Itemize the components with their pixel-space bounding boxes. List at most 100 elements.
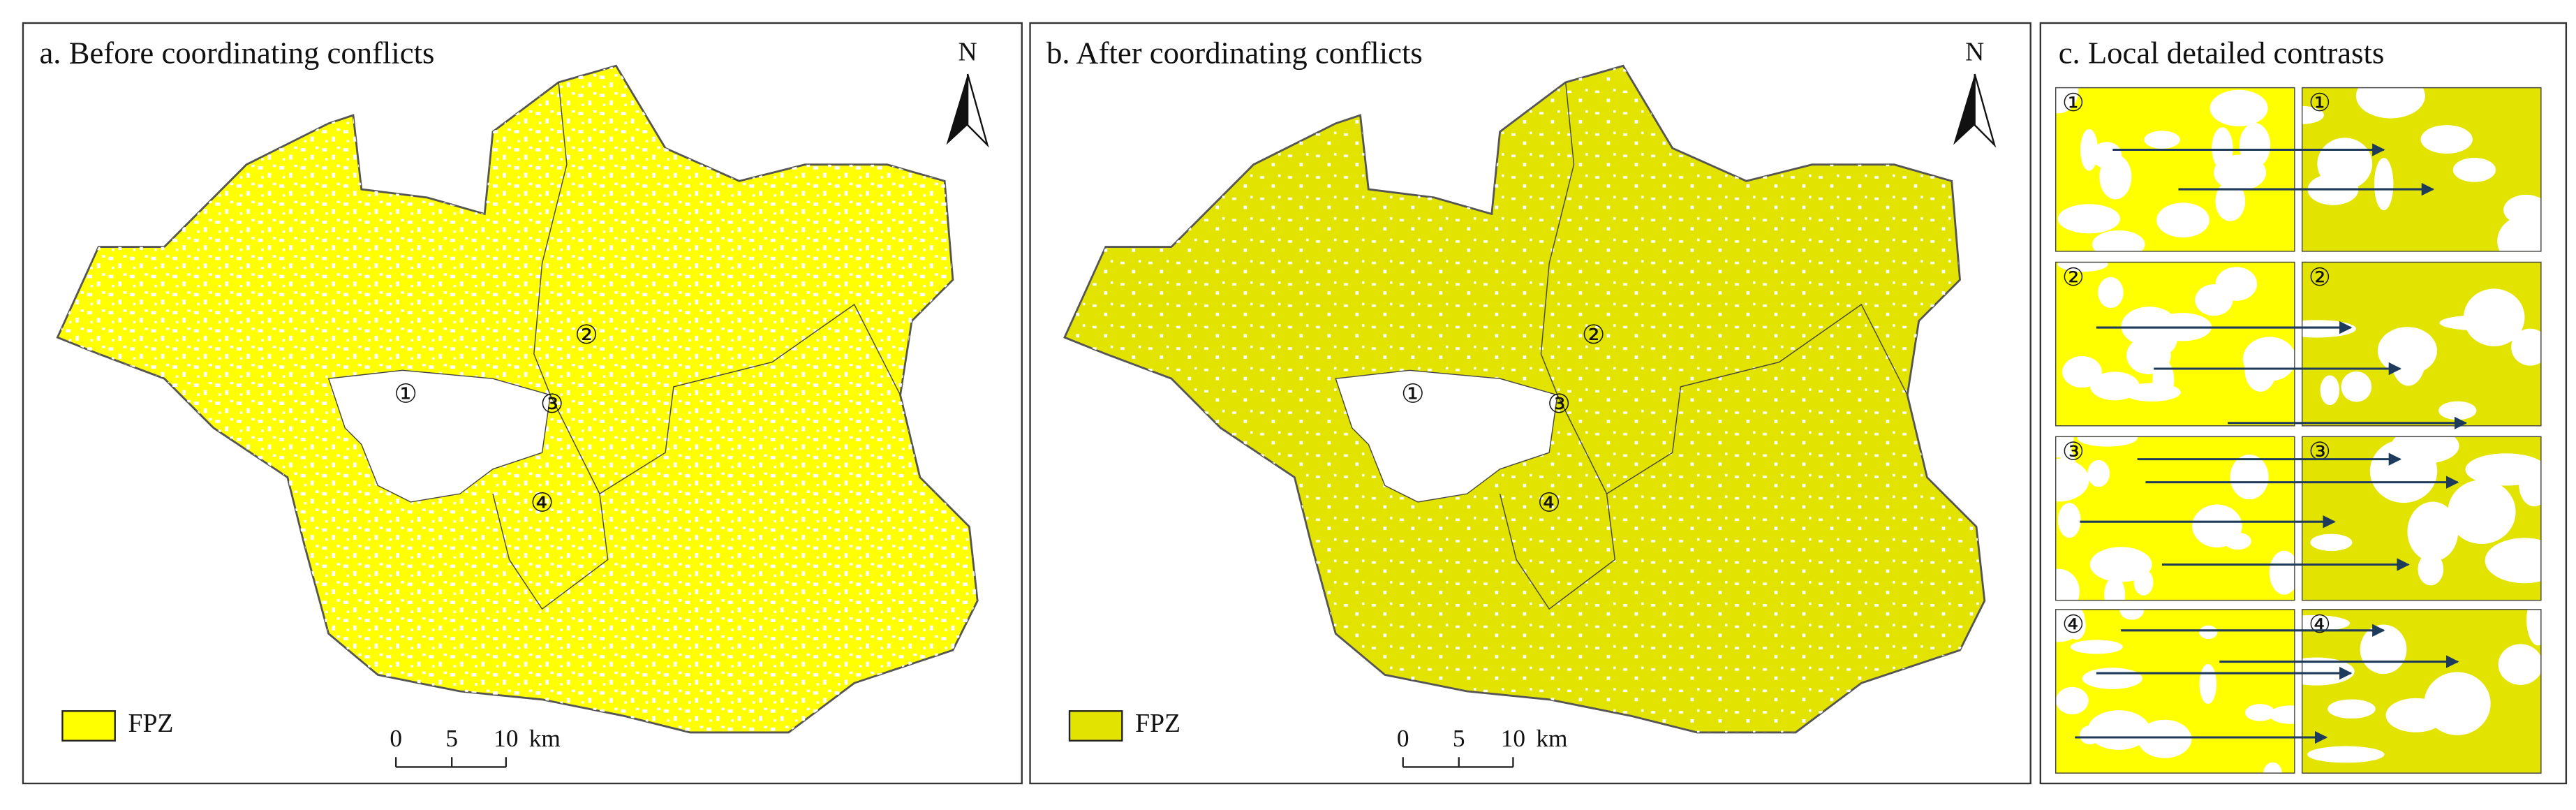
detail-gap <box>2077 436 2138 447</box>
detail-gap <box>2144 131 2180 149</box>
detail-gap <box>2123 383 2181 402</box>
detail-gap <box>2526 609 2542 646</box>
detail-label: ④ <box>2309 611 2331 638</box>
detail-gap <box>2138 719 2192 758</box>
north-label: N <box>1965 37 1984 66</box>
detail-gap <box>2062 356 2102 388</box>
detail-gap <box>2269 705 2295 724</box>
detail-gap <box>2215 181 2246 221</box>
detail-gap <box>2087 459 2110 487</box>
detail-gap <box>2092 142 2122 169</box>
detail-map <box>2055 436 2295 601</box>
detail-gap <box>2057 204 2121 234</box>
detail-gap <box>2307 746 2385 763</box>
district-boundary <box>1499 395 1616 610</box>
detail-gap <box>2087 710 2150 750</box>
detail-gap <box>2209 89 2268 126</box>
detail-gap <box>2055 87 2079 114</box>
detail-label: ② <box>2062 264 2085 291</box>
scale-label: 0 <box>1397 725 1409 752</box>
detail-gap <box>2439 315 2517 331</box>
detail-gap <box>2377 327 2437 375</box>
area-marker: ④ <box>531 488 554 517</box>
detail-map <box>2055 87 2295 252</box>
district-boundary <box>599 304 901 494</box>
detail-gap <box>2119 609 2145 620</box>
detail-gap <box>2055 436 2074 458</box>
detail-gap <box>2374 158 2394 211</box>
detail-gap <box>2327 699 2376 719</box>
detail-gap <box>2452 157 2496 182</box>
panel-title: b. After coordinating conflicts <box>1046 35 1423 70</box>
detail-gap <box>2301 105 2324 124</box>
detail-gap <box>2070 640 2123 654</box>
detail-gap <box>2438 401 2477 420</box>
detail-gap <box>2301 614 2351 632</box>
area-marker: ② <box>1582 321 1606 350</box>
scale-unit: km <box>1536 725 1567 752</box>
detail-label: ② <box>2309 264 2331 291</box>
panel-title: a. Before coordinating conflicts <box>39 35 434 70</box>
detail-fill <box>2301 609 2542 774</box>
detail-gap <box>2355 87 2425 119</box>
detail-gap <box>2407 501 2459 561</box>
detail-gap <box>2057 261 2108 272</box>
detail-gap <box>2055 568 2080 601</box>
scale-label: 5 <box>445 725 458 752</box>
district-boundary <box>533 82 568 395</box>
detail-gap <box>2230 454 2269 500</box>
detail-gap <box>2320 375 2340 406</box>
detail-gap <box>2244 348 2277 392</box>
district-boundary <box>492 395 609 610</box>
detail-gap <box>2360 624 2407 675</box>
detail-gap <box>2199 663 2217 705</box>
area-marker: ① <box>394 380 417 409</box>
detail-gap <box>2498 644 2542 685</box>
detail-gap <box>2059 448 2076 488</box>
detail-gap <box>2079 726 2101 745</box>
detail-gap <box>2055 609 2085 642</box>
detail-gap <box>2089 547 2152 582</box>
legend-swatch <box>1068 710 1123 742</box>
area-marker: ① <box>1401 380 1425 409</box>
district-boundary <box>1606 304 1908 494</box>
urban-area <box>1335 369 1558 503</box>
detail-gap <box>2418 552 2444 586</box>
detail-label: ④ <box>2062 611 2085 638</box>
detail-gap <box>2092 230 2145 252</box>
area-marker: ③ <box>1547 390 1571 419</box>
detail-gap <box>2192 504 2242 548</box>
detail-gap <box>2485 538 2542 584</box>
scale-label: 10 <box>1501 725 1525 752</box>
detail-gap <box>2519 462 2542 507</box>
legend-label: FPZ <box>128 709 174 738</box>
detail-gap <box>2098 277 2124 309</box>
detail-gap <box>2511 328 2542 366</box>
area-marker: ② <box>575 321 598 350</box>
detail-gap <box>2448 480 2516 545</box>
detail-label: ① <box>2062 89 2085 117</box>
detail-gap <box>2341 371 2372 402</box>
district-boundary <box>1540 82 1575 395</box>
scale-unit: km <box>529 725 561 752</box>
detail-gap <box>2199 625 2218 640</box>
north-label: N <box>958 37 977 66</box>
detail-gap <box>2215 267 2258 301</box>
scale-label: 10 <box>494 725 518 752</box>
north-arrow <box>1974 73 1997 148</box>
detail-gap <box>2263 762 2282 774</box>
detail-label: ③ <box>2309 439 2331 466</box>
legend-swatch <box>61 710 116 742</box>
detail-map <box>2301 436 2542 601</box>
panel-title: c. Local detailed contrasts <box>2059 35 2385 70</box>
area-marker: ③ <box>540 390 564 419</box>
scale-label: 0 <box>390 725 402 752</box>
scale-label: 5 <box>1453 725 1465 752</box>
detail-gap <box>2424 672 2491 735</box>
detail-gap <box>2080 128 2098 171</box>
legend-label: FPZ <box>1135 709 1180 738</box>
detail-gap <box>2269 550 2295 595</box>
detail-gap <box>2151 321 2178 354</box>
